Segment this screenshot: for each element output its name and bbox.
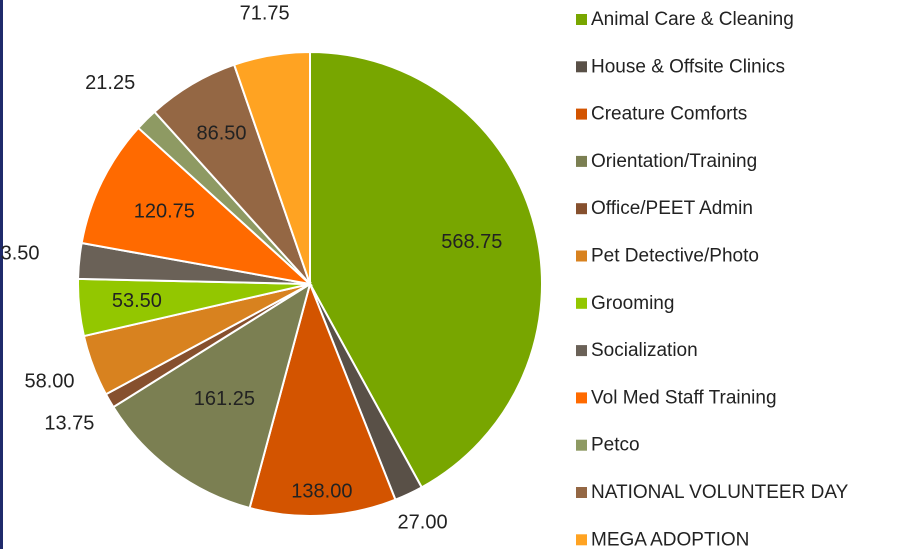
legend-label: Socialization: [591, 340, 698, 361]
legend-swatch: [576, 439, 587, 451]
data-label: 58.00: [24, 371, 74, 393]
data-labels: 568.75 27.00 138.00 161.25 13.75 58.00 53.50 33…: [0, 2, 502, 533]
legend-label: House & Offsite Clinics: [591, 56, 785, 77]
data-label: 27.00: [398, 512, 448, 534]
legend-label: Pet Detective/Photo: [591, 246, 759, 267]
data-label: 13.75: [44, 412, 94, 434]
data-label: 21.25: [85, 72, 135, 94]
data-label: 53.50: [112, 290, 162, 312]
legend-swatch: [576, 61, 587, 73]
data-label: 120.75: [134, 201, 195, 223]
data-label: 161.25: [194, 388, 255, 410]
legend-swatch: [576, 155, 587, 167]
legend-label: Grooming: [591, 293, 674, 314]
data-label: 33.50: [0, 243, 40, 265]
legend-swatch: [576, 297, 587, 309]
legend: Animal Care & Cleaning House & Offsite Cl…: [576, 9, 849, 549]
pie-slice: [80, 126, 314, 286]
legend-swatch: [576, 250, 587, 262]
pie-slice: [111, 281, 312, 510]
data-label: 86.50: [196, 122, 246, 144]
legend-label: Office/PEET Admin: [591, 198, 753, 219]
legend-swatch: [576, 14, 587, 25]
legend-label: NATIONAL VOLUNTEER DAY: [591, 482, 849, 503]
pie-slice: [309, 50, 543, 489]
legend-swatch: [576, 345, 587, 357]
legend-swatch: [576, 534, 587, 546]
legend-swatch: [576, 392, 587, 404]
legend-label: Creature Comforts: [591, 104, 747, 125]
legend-swatch: [576, 108, 587, 120]
pie-slice: [232, 50, 311, 285]
legend-label: Petco: [591, 435, 640, 456]
legend-label: Animal Care & Cleaning: [591, 9, 794, 30]
data-label: 568.75: [441, 231, 502, 253]
pie-slice: [248, 280, 397, 517]
pie: [77, 50, 543, 517]
data-label: 71.75: [240, 2, 290, 24]
legend-label: MEGA ADOPTION: [591, 529, 749, 549]
legend-swatch: [576, 203, 587, 215]
data-label: 138.00: [291, 481, 352, 503]
legend-swatch: [576, 487, 587, 498]
legend-label: Orientation/Training: [591, 151, 757, 172]
legend-label: Vol Med Staff Training: [591, 387, 777, 408]
